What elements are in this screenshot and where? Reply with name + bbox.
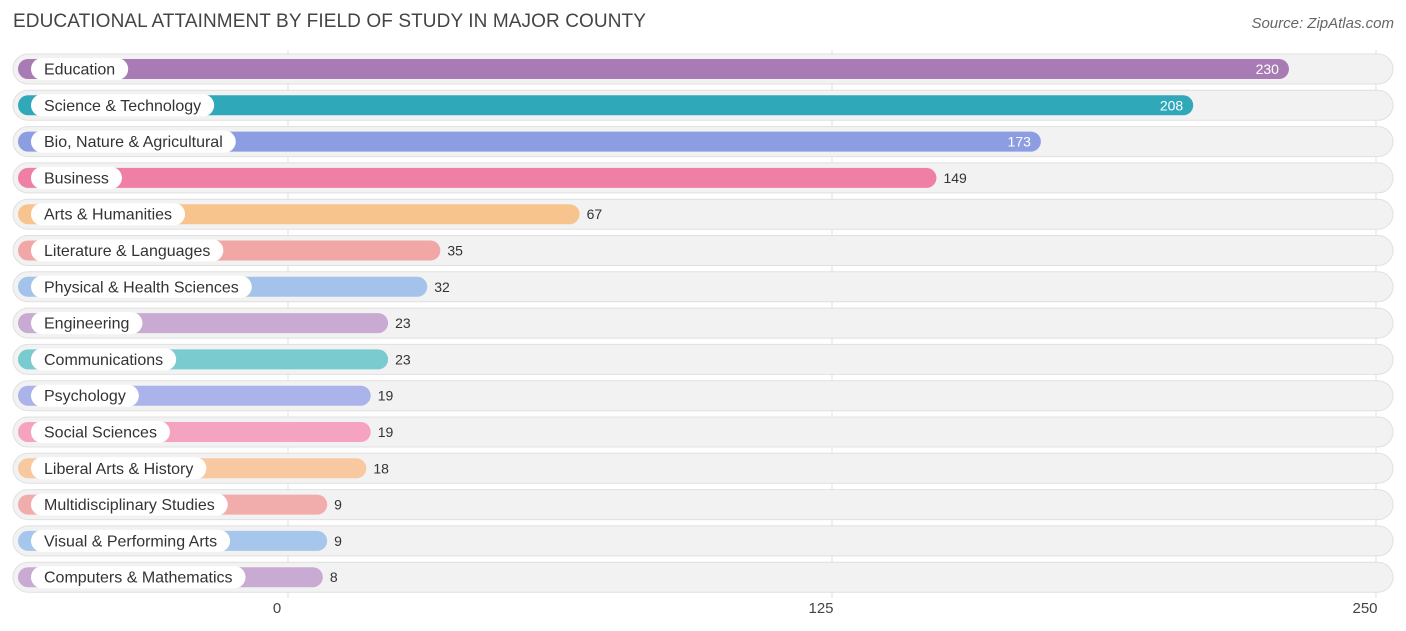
category-label: Physical & Health Sciences bbox=[44, 279, 239, 296]
bar bbox=[18, 131, 1041, 152]
bar-row: Bio, Nature & Agricultural 173 bbox=[12, 126, 1394, 158]
value-label: 23 bbox=[395, 351, 411, 367]
category-label-pill bbox=[31, 166, 122, 189]
value-label: 149 bbox=[943, 170, 967, 186]
category-label-pill bbox=[31, 275, 252, 298]
category-label-pill bbox=[31, 239, 224, 262]
category-label: Liberal Arts & History bbox=[44, 461, 193, 478]
category-label-pill bbox=[31, 94, 215, 117]
x-tick-label: 0 bbox=[273, 600, 281, 617]
value-label: 23 bbox=[395, 315, 411, 331]
category-label-pill bbox=[31, 312, 143, 335]
bar-row: Communications 23 bbox=[12, 343, 1394, 375]
value-label: 173 bbox=[1008, 134, 1032, 150]
category-label: Social Sciences bbox=[44, 425, 157, 442]
value-label: 9 bbox=[334, 497, 342, 513]
bar-row: Education 230 bbox=[12, 53, 1394, 85]
x-tick-label: 250 bbox=[1352, 600, 1377, 617]
bar-row: Arts & Humanities 67 bbox=[12, 198, 1394, 230]
category-label-pill bbox=[31, 529, 231, 552]
bar-row: Computers & Mathematics 8 bbox=[12, 561, 1394, 593]
category-label-pill bbox=[31, 566, 246, 589]
category-label: Arts & Humanities bbox=[44, 207, 172, 224]
bar-row: Multidisciplinary Studies 9 bbox=[12, 489, 1394, 521]
category-label-pill bbox=[31, 58, 129, 80]
category-label: Bio, Nature & Agricultural bbox=[44, 134, 223, 151]
bar-track bbox=[12, 489, 1394, 521]
bar-row: Science & Technology 208 bbox=[12, 89, 1394, 121]
category-label: Computers & Mathematics bbox=[44, 570, 233, 587]
category-label: Multidisciplinary Studies bbox=[44, 497, 215, 514]
category-label: Literature & Languages bbox=[44, 243, 210, 260]
value-label: 9 bbox=[334, 533, 342, 549]
bar-row: Business 149 bbox=[12, 162, 1394, 194]
x-tick-label: 125 bbox=[808, 600, 833, 617]
category-label: Psychology bbox=[44, 388, 126, 405]
category-label: Communications bbox=[44, 352, 163, 369]
category-label: Visual & Performing Arts bbox=[44, 533, 217, 550]
category-label-pill bbox=[31, 493, 228, 516]
category-label-pill bbox=[31, 130, 236, 153]
category-label-pill bbox=[31, 384, 139, 407]
bar-track bbox=[12, 525, 1394, 557]
bar bbox=[18, 167, 937, 188]
category-label: Science & Technology bbox=[44, 98, 201, 115]
value-label: 230 bbox=[1256, 61, 1280, 77]
bar bbox=[18, 95, 1194, 116]
bar-track bbox=[12, 561, 1394, 593]
bar bbox=[18, 59, 1289, 79]
bar-row: Liberal Arts & History 18 bbox=[12, 452, 1394, 484]
category-label-pill bbox=[31, 203, 186, 226]
category-label: Education bbox=[44, 62, 115, 79]
category-label: Business bbox=[44, 170, 109, 187]
category-label-pill bbox=[31, 421, 170, 443]
value-label: 35 bbox=[447, 243, 463, 259]
bar-row: Psychology 19 bbox=[12, 380, 1394, 412]
value-label: 32 bbox=[434, 279, 450, 295]
value-label: 67 bbox=[587, 206, 603, 222]
chart-title: EDUCATIONAL ATTAINMENT BY FIELD OF STUDY… bbox=[13, 11, 647, 32]
category-label-pill bbox=[31, 348, 177, 371]
value-label: 19 bbox=[378, 424, 394, 440]
bar-row: Engineering 23 bbox=[12, 307, 1394, 339]
value-label: 208 bbox=[1160, 97, 1184, 113]
category-label-pill bbox=[31, 457, 207, 480]
value-label: 18 bbox=[373, 460, 389, 476]
value-label: 8 bbox=[330, 569, 338, 585]
bar-row: Social Sciences 19 bbox=[12, 416, 1394, 448]
bar-row: Visual & Performing Arts 9 bbox=[12, 525, 1394, 557]
category-label: Engineering bbox=[44, 316, 129, 333]
bar-row: Physical & Health Sciences 32 bbox=[12, 271, 1394, 303]
chart-source: Source: ZipAtlas.com bbox=[1251, 15, 1394, 32]
bar-row: Literature & Languages 35 bbox=[12, 235, 1394, 266]
value-label: 19 bbox=[378, 388, 394, 404]
